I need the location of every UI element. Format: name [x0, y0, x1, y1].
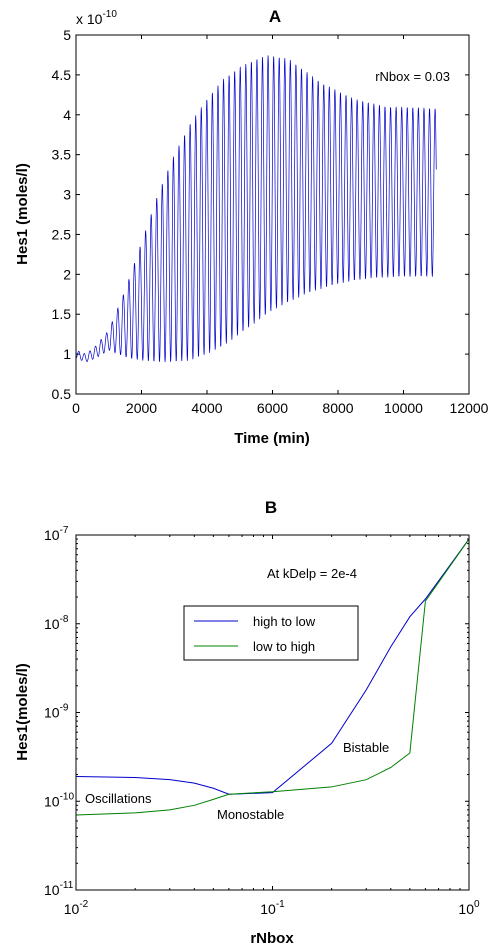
panel-b-bistable-label: Bistable	[343, 740, 389, 755]
panel-b-ytick-label: 10-9	[44, 703, 69, 721]
legend-label-low-to-high: low to high	[253, 639, 315, 654]
panel-a: A x 10-10 0 2000 4000 6000 8000 10000 12000 0.5…	[14, 7, 489, 447]
panel-b-xtick-label: 100	[458, 899, 480, 917]
panel-a-annotation: rNbox = 0.03	[375, 69, 450, 84]
panel-a-xlabel: Time (min)	[234, 430, 310, 447]
panel-b-ytick-label: 10-7	[44, 525, 69, 543]
panel-b-monostable-label: Monostable	[217, 807, 284, 822]
panel-a-xtick-label: 8000	[322, 400, 353, 416]
panel-a-ytick-label: 3	[63, 187, 71, 203]
legend-label-high-to-low: high to low	[253, 614, 316, 629]
panel-b: B 10-2 10-1 100 10-11 10-10 10-9 10-8 10-7 At k…	[14, 498, 480, 947]
panel-a-xtick-label: 6000	[257, 400, 288, 416]
panel-b-legend: high to low low to high	[183, 605, 359, 661]
panel-a-xtick-label: 2000	[126, 400, 157, 416]
legend-box	[183, 605, 359, 661]
panel-b-ytick-label: 10-10	[44, 791, 74, 809]
panel-a-ytick-label: 1.5	[52, 306, 72, 322]
panel-a-ytick-label: 3.5	[52, 147, 72, 163]
panel-b-oscillations-label: Oscillations	[85, 791, 152, 806]
panel-b-title: B	[265, 498, 277, 517]
panel-a-ytick-label: 0.5	[52, 386, 72, 402]
panel-a-title: A	[269, 7, 281, 26]
panel-a-frame	[75, 34, 470, 395]
panel-a-xtick-label: 12000	[450, 400, 489, 416]
panel-a-exponent-label: x 10-10	[76, 9, 117, 27]
panel-b-xtick-label: 10-1	[260, 899, 285, 917]
panel-a-ylabel: Hes1 (moles/l)	[14, 163, 31, 265]
panel-a-ytick-label: 5	[63, 27, 71, 43]
panel-b-xlabel: rNbox	[250, 930, 294, 947]
panel-a-ytick-label: 4	[63, 107, 71, 123]
panel-b-condition-annotation: At kDelp = 2e-4	[267, 566, 357, 581]
panel-a-oscillation-line	[75, 55, 437, 363]
panel-a-ytick-label: 4.5	[52, 67, 72, 83]
panel-a-xtick-label: 0	[72, 400, 80, 416]
panel-a-xtick-label: 10000	[384, 400, 423, 416]
panel-b-xtick-label: 10-2	[64, 899, 89, 917]
panel-b-series-line-1	[75, 538, 470, 816]
panel-a-ytick-label: 2.5	[52, 226, 72, 242]
panel-b-frame	[75, 534, 470, 891]
panel-b-ytick-label: 10-11	[44, 880, 74, 898]
panel-b-ticks: 10-2 10-1 100 10-11 10-10 10-9 10-8 10-7	[44, 525, 480, 917]
panel-a-ytick-label: 1	[63, 346, 71, 362]
panel-a-ytick-label: 2	[63, 266, 71, 282]
panel-b-ylabel: Hes1(moles/l)	[14, 663, 31, 761]
panel-a-xtick-label: 4000	[191, 400, 222, 416]
panel-a-plot-area	[75, 55, 437, 363]
panel-b-series-line-0	[75, 538, 470, 795]
panel-b-ytick-label: 10-8	[44, 614, 69, 632]
panel-a-ticks: 0 2000 4000 6000 8000 10000 12000 0.5 1 1.5 2 2.5 3 3…	[52, 27, 489, 416]
panel-b-plot-area	[75, 538, 470, 816]
